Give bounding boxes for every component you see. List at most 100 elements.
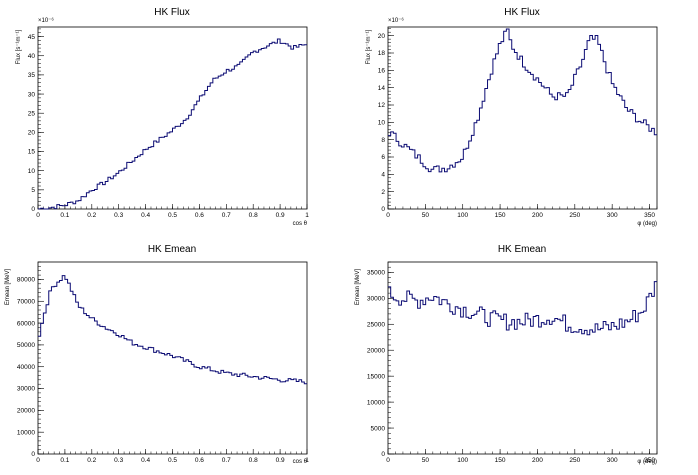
y-tick-label: 4 bbox=[381, 172, 385, 179]
y-tick-label: 0 bbox=[31, 206, 35, 213]
panel-3-xlabel: cos θ bbox=[293, 459, 308, 465]
plot-frame bbox=[387, 261, 658, 455]
x-tick-label: 0.9 bbox=[276, 457, 285, 464]
panel-emean-costheta: HK Emean Emean [MeV] cos θ bbox=[5, 244, 308, 465]
x-tick-label: 0.4 bbox=[141, 212, 150, 219]
x-tick-label: 0 bbox=[386, 457, 390, 464]
y-tick-label: 10 bbox=[378, 120, 386, 127]
panel-1-title: HK Flux bbox=[154, 7, 190, 18]
y-tick-label: 50000 bbox=[17, 342, 35, 349]
y-tick-label: 10000 bbox=[367, 399, 385, 406]
panel-4-title: HK Emean bbox=[498, 244, 546, 255]
y-tick-label: 20000 bbox=[17, 408, 35, 415]
y-tick-label: 40 bbox=[28, 53, 36, 60]
panel-4-xlabel: φ (deg) bbox=[637, 459, 657, 465]
x-tick-label: 0 bbox=[36, 457, 40, 464]
y-tick-label: 30 bbox=[28, 91, 36, 98]
x-tick-label: 250 bbox=[569, 457, 580, 464]
x-tick-label: 0.8 bbox=[249, 212, 258, 219]
panel-3-ylabel: Emean [MeV] bbox=[5, 268, 11, 305]
panel-1-xlabel: cos θ bbox=[293, 221, 308, 227]
panel-2-title: HK Flux bbox=[504, 7, 540, 18]
y-tick-label: 60000 bbox=[17, 320, 35, 327]
x-tick-label: 150 bbox=[495, 457, 506, 464]
x-tick-label: 0.3 bbox=[114, 212, 123, 219]
panel-1-multiplier: ×10⁻⁶ bbox=[38, 17, 54, 24]
x-tick-label: 250 bbox=[569, 212, 580, 219]
x-tick-label: 200 bbox=[532, 457, 543, 464]
x-tick-label: 350 bbox=[644, 457, 655, 464]
panel-4-ylabel: Emean [MeV] bbox=[355, 268, 361, 305]
y-tick-label: 20 bbox=[378, 33, 386, 40]
x-tick-label: 0.5 bbox=[168, 457, 177, 464]
series-histogram bbox=[38, 38, 307, 210]
y-tick-label: 70000 bbox=[17, 298, 35, 305]
y-tick-label: 12 bbox=[378, 102, 386, 109]
y-tick-label: 40000 bbox=[17, 364, 35, 371]
y-tick-label: 45 bbox=[28, 34, 36, 41]
y-tick-label: 6 bbox=[381, 154, 385, 161]
y-tick-label: 18 bbox=[378, 50, 386, 57]
x-tick-label: 0.6 bbox=[195, 212, 204, 219]
series-histogram bbox=[388, 28, 657, 173]
y-tick-label: 35 bbox=[28, 72, 36, 79]
x-tick-label: 100 bbox=[457, 212, 468, 219]
y-tick-label: 8 bbox=[381, 137, 385, 144]
y-tick-label: 0 bbox=[381, 206, 385, 213]
panel-flux-costheta: HK Flux ×10⁻⁶ Flux [s⁻¹m⁻¹] cos θ bbox=[16, 7, 308, 227]
y-tick-label: 16 bbox=[378, 68, 386, 75]
y-tick-label: 15 bbox=[28, 149, 36, 156]
x-tick-label: 0 bbox=[386, 212, 390, 219]
plot-area-4: 0 50 100 150 200 250 300 350 0 5000 10000 15000 2000… bbox=[367, 261, 658, 464]
x-tick-label: 150 bbox=[495, 212, 506, 219]
y-tick-label: 20 bbox=[28, 130, 36, 137]
y-tick-label: 2 bbox=[381, 189, 385, 196]
x-tick-label: 0.1 bbox=[60, 457, 69, 464]
x-tick-label: 100 bbox=[457, 457, 468, 464]
y-tick-label: 35000 bbox=[367, 270, 385, 277]
x-tick-label: 300 bbox=[607, 457, 618, 464]
panel-3-title: HK Emean bbox=[148, 244, 196, 255]
y-tick-label: 0 bbox=[381, 451, 385, 458]
x-tick-label: 300 bbox=[607, 212, 618, 219]
series-histogram bbox=[388, 281, 657, 336]
plot-area-1: 0 0.1 0.2 0.3 0.4 0.5 0.6 0.7 0.8 0.9 105101520253… bbox=[28, 26, 309, 219]
y-tick-label: 14 bbox=[378, 85, 386, 92]
x-tick-label: 0.8 bbox=[249, 457, 258, 464]
x-tick-label: 0.1 bbox=[60, 212, 69, 219]
panel-flux-phi: HK Flux ×10⁻⁶ Flux [s⁻¹m⁻¹] φ (deg) bbox=[366, 7, 657, 227]
y-tick-label: 10000 bbox=[17, 429, 35, 436]
x-tick-label: 0 bbox=[36, 212, 40, 219]
y-tick-label: 20000 bbox=[367, 347, 385, 354]
panel-2-xlabel: φ (deg) bbox=[637, 221, 657, 227]
x-tick-label: 1 bbox=[305, 212, 309, 219]
x-tick-label: 0.3 bbox=[114, 457, 123, 464]
x-tick-label: 350 bbox=[644, 212, 655, 219]
x-tick-label: 50 bbox=[422, 212, 430, 219]
y-tick-label: 30000 bbox=[367, 296, 385, 303]
y-tick-label: 5000 bbox=[371, 425, 386, 432]
x-tick-label: 200 bbox=[532, 212, 543, 219]
panel-1-ylabel: Flux [s⁻¹m⁻¹] bbox=[16, 29, 22, 64]
x-tick-label: 0.6 bbox=[195, 457, 204, 464]
x-tick-label: 0.2 bbox=[87, 457, 96, 464]
y-tick-label: 80000 bbox=[17, 277, 35, 284]
x-tick-label: 0.4 bbox=[141, 457, 150, 464]
x-tick-label: 1 bbox=[305, 457, 309, 464]
plot-frame bbox=[37, 26, 308, 210]
x-tick-label: 50 bbox=[422, 457, 430, 464]
panel-emean-phi: HK Emean Emean [MeV] φ (deg) bbox=[355, 244, 657, 465]
x-tick-label: 0.2 bbox=[87, 212, 96, 219]
y-tick-label: 25000 bbox=[367, 321, 385, 328]
x-tick-label: 0.9 bbox=[276, 212, 285, 219]
y-tick-label: 0 bbox=[31, 451, 35, 458]
plot-frame bbox=[387, 26, 658, 210]
y-tick-label: 30000 bbox=[17, 386, 35, 393]
x-tick-label: 0.7 bbox=[222, 457, 231, 464]
y-tick-label: 15000 bbox=[367, 373, 385, 380]
panel-2-multiplier: ×10⁻⁶ bbox=[388, 17, 404, 24]
x-tick-label: 0.7 bbox=[222, 212, 231, 219]
y-tick-label: 10 bbox=[28, 168, 36, 175]
series-histogram bbox=[38, 275, 307, 385]
